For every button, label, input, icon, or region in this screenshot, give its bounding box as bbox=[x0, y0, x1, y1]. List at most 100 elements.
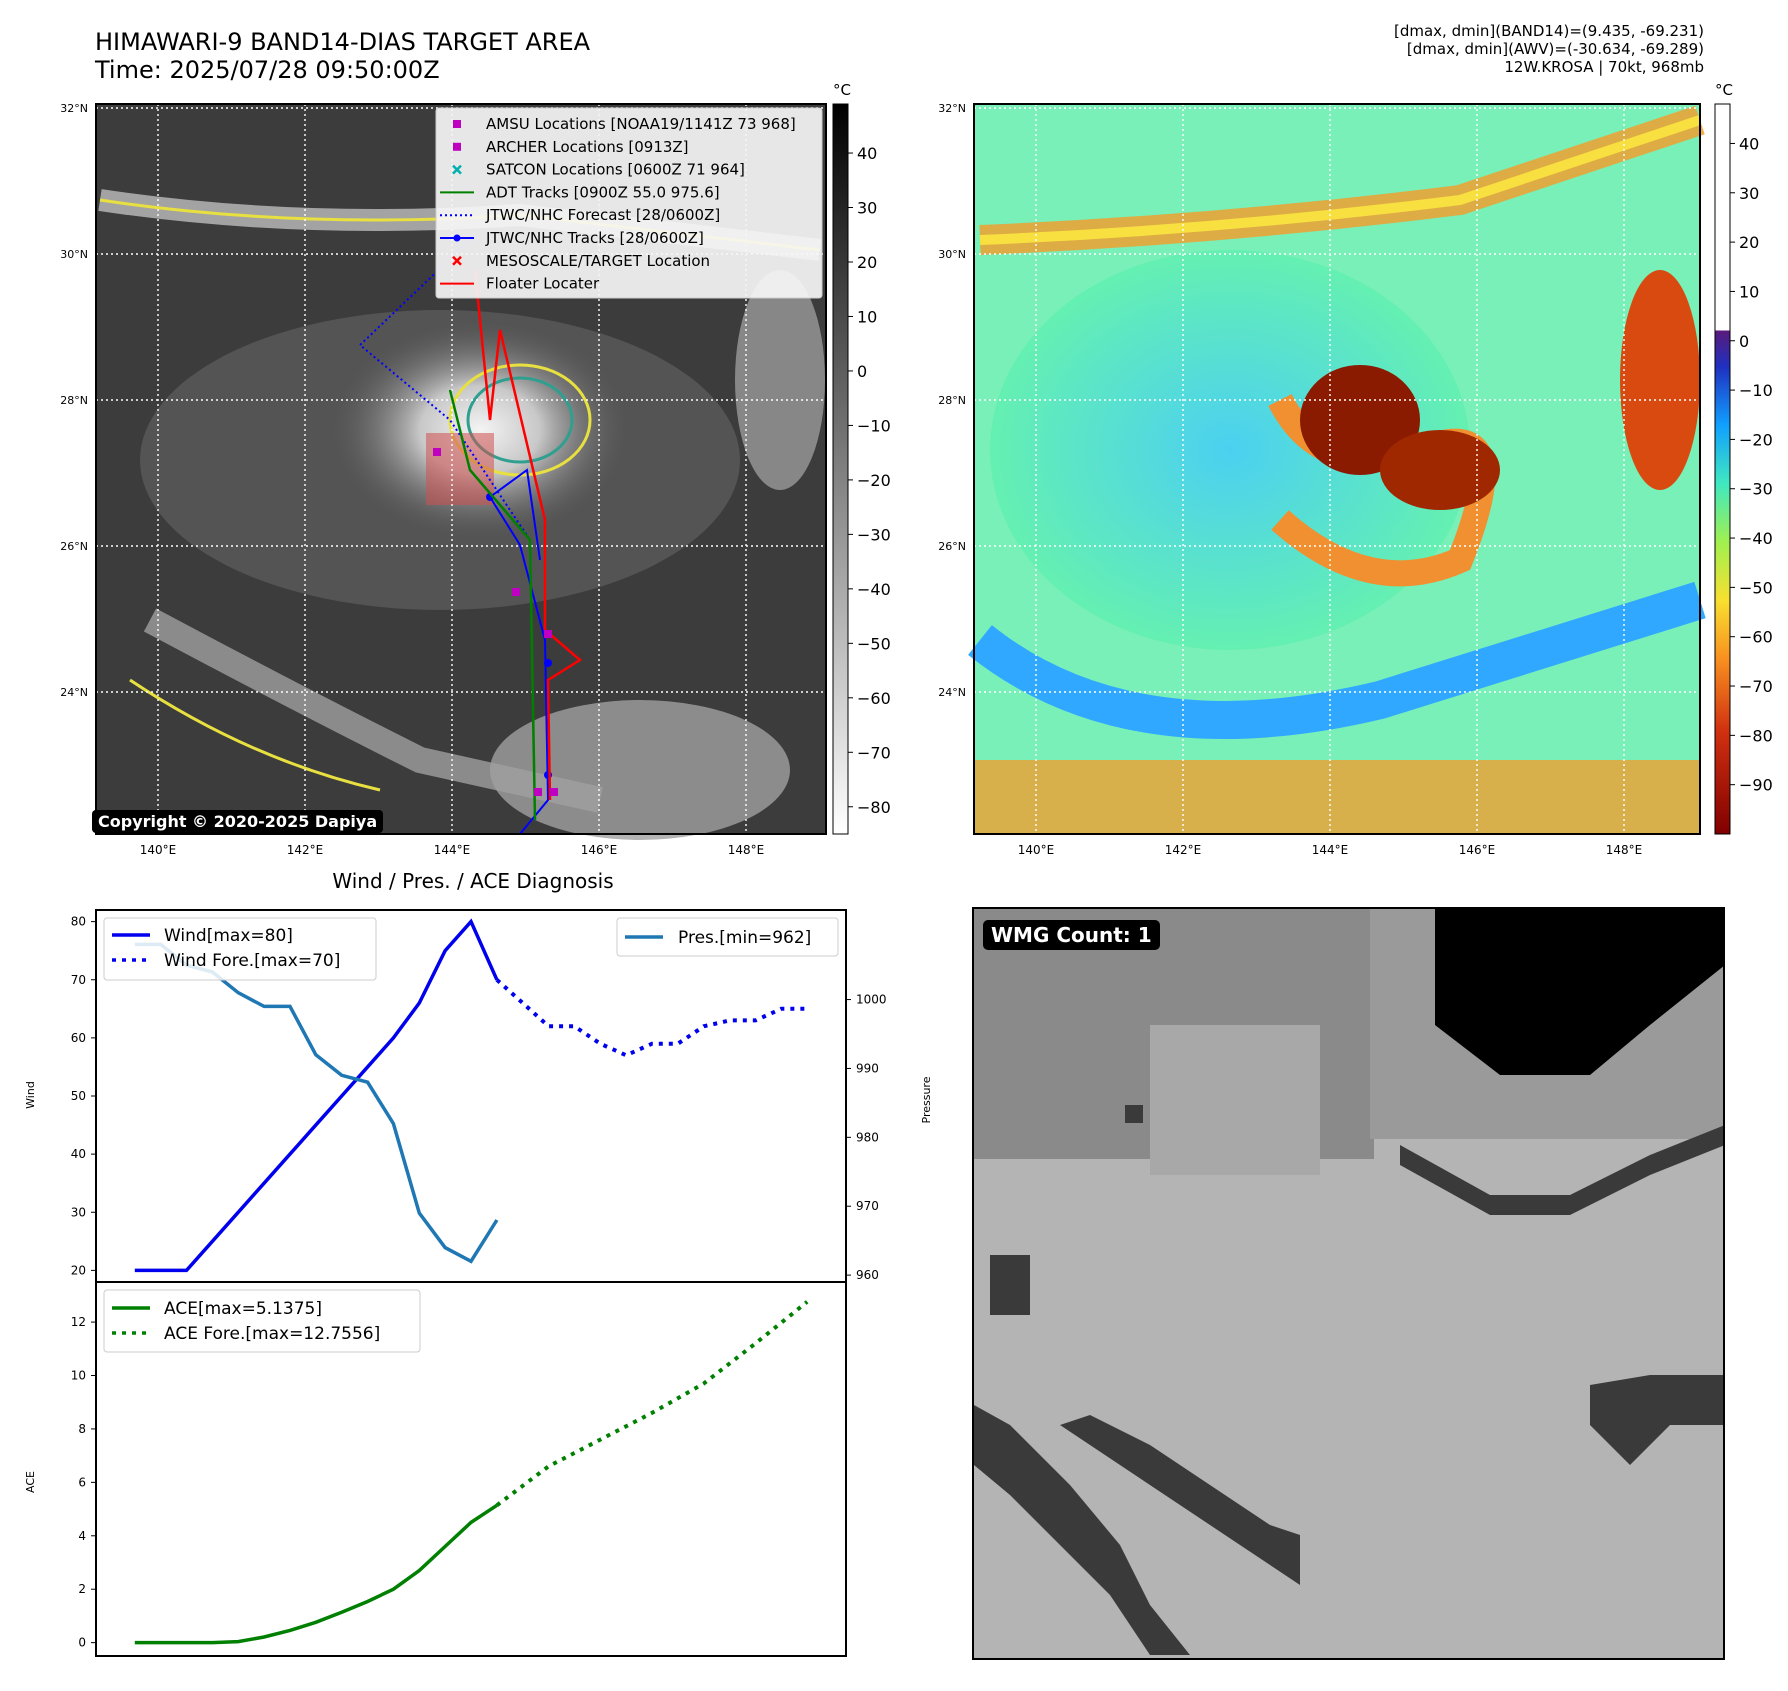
lat-label: 30°N bbox=[938, 248, 966, 261]
lon-label: 144°E bbox=[1312, 843, 1349, 857]
wind-axis-label: Wind bbox=[24, 1081, 37, 1109]
colorbar-tick-label: −80 bbox=[1739, 726, 1773, 745]
copyright-badge: Copyright © 2020-2025 Dapiya bbox=[92, 810, 384, 833]
colorbar-tick-label: 40 bbox=[857, 144, 877, 163]
lon-label: 146°E bbox=[581, 843, 618, 857]
lon-label: 148°E bbox=[1606, 843, 1643, 857]
series-line bbox=[495, 978, 808, 1058]
legend-label: Wind[max=80] bbox=[164, 926, 293, 946]
ir-map-panel: AMSU Locations [NOAA19/1141Z 73 968] ARCH… bbox=[60, 81, 891, 857]
colorbar-tick-label: −30 bbox=[857, 525, 891, 544]
pressure-tick-label: 960 bbox=[856, 1268, 879, 1282]
colorbar-tick-label: −40 bbox=[857, 580, 891, 599]
wind-tick-label: 50 bbox=[71, 1089, 86, 1103]
lon-label: 140°E bbox=[1018, 843, 1055, 857]
legend-label: JTWC/NHC Tracks [28/0600Z] bbox=[485, 229, 704, 247]
info-line-2: [dmax, dmin](AWV)=(-30.634, -69.289) bbox=[1406, 40, 1704, 58]
colorbar-tick-label: −10 bbox=[1739, 381, 1773, 400]
pressure-tick-label: 970 bbox=[856, 1199, 879, 1213]
awv-lon-labels: 140°E 142°E 144°E 146°E 148°E bbox=[1018, 843, 1643, 857]
awv-image bbox=[968, 104, 1706, 834]
ir-colorbar-unit: °C bbox=[833, 81, 851, 99]
legend-label: ADT Tracks [0900Z 55.0 975.6] bbox=[486, 183, 720, 201]
lat-label: 28°N bbox=[938, 394, 966, 407]
storm-info: [dmax, dmin](BAND14)=(9.435, -69.231) [d… bbox=[1394, 22, 1704, 76]
ace-tick-label: 8 bbox=[78, 1422, 86, 1436]
lon-labels: 140°E 142°E 144°E 146°E 148°E bbox=[140, 843, 765, 857]
colorbar-tick-label: −20 bbox=[1739, 430, 1773, 449]
ir-map-frame bbox=[95, 103, 827, 835]
ace-tick-label: 4 bbox=[78, 1529, 86, 1543]
lon-label: 146°E bbox=[1459, 843, 1496, 857]
lat-label: 32°N bbox=[60, 102, 88, 115]
colorbar-tick-label: −30 bbox=[1739, 480, 1773, 499]
map-legend: AMSU Locations [NOAA19/1141Z 73 968] ARCH… bbox=[435, 107, 823, 299]
colorbar-tick-label: −70 bbox=[1739, 677, 1773, 696]
series-line bbox=[495, 1300, 809, 1507]
lon-label: 140°E bbox=[140, 843, 177, 857]
legend-marker-square bbox=[453, 120, 461, 128]
legend-label: JTWC/NHC Forecast [28/0600Z] bbox=[485, 206, 720, 224]
series-line bbox=[134, 918, 499, 1273]
colorbar-tick-label: −70 bbox=[857, 743, 891, 762]
info-line-3: 12W.KROSA | 70kt, 968mb bbox=[1504, 58, 1704, 76]
legend-label: Wind Fore.[max=70] bbox=[164, 951, 340, 971]
chart-title: Wind / Pres. / ACE Diagnosis bbox=[332, 869, 613, 893]
colorbar-tick-label: −20 bbox=[857, 471, 891, 490]
legend-marker-x bbox=[452, 164, 462, 175]
legend-marker-dot bbox=[453, 234, 461, 242]
wind-tick-label: 60 bbox=[71, 1031, 86, 1045]
awv-gridlines bbox=[974, 104, 1700, 834]
legend-marker-x bbox=[452, 255, 462, 266]
wind-tick-label: 80 bbox=[71, 915, 86, 929]
title-line-1: HIMAWARI-9 BAND14-DIAS TARGET AREA bbox=[95, 28, 591, 56]
wmg-frame bbox=[972, 907, 1725, 1660]
colorbar-tick-label: 10 bbox=[1739, 282, 1759, 301]
colorbar-tick-label: 10 bbox=[857, 307, 877, 326]
pressure-legend: Pres.[min=962] bbox=[616, 917, 839, 957]
ace-tick-label: 2 bbox=[78, 1582, 86, 1596]
colorbar-tick-label: −60 bbox=[857, 689, 891, 708]
legend-label: ACE Fore.[max=12.7556] bbox=[164, 1324, 380, 1344]
wind-tick-label: 70 bbox=[71, 973, 86, 987]
lat-label: 30°N bbox=[60, 248, 88, 261]
info-line-1: [dmax, dmin](BAND14)=(9.435, -69.231) bbox=[1393, 22, 1704, 40]
legend-label: AMSU Locations [NOAA19/1141Z 73 968] bbox=[486, 115, 796, 133]
ace-tick-label: 12 bbox=[71, 1315, 86, 1329]
lon-label: 142°E bbox=[287, 843, 324, 857]
figure-title: HIMAWARI-9 BAND14-DIAS TARGET AREA Time:… bbox=[95, 28, 590, 84]
lat-labels: 32°N 30°N 28°N 26°N 24°N bbox=[60, 102, 88, 699]
diagnosis-chart: Wind / Pres. / ACE Diagnosis 80706050403… bbox=[24, 869, 887, 1657]
lat-label: 26°N bbox=[60, 540, 88, 553]
awv-lat-labels: 32°N 30°N 28°N 26°N 24°N bbox=[938, 102, 966, 699]
ace-tick-label: 6 bbox=[78, 1475, 86, 1489]
ace-axis-label: ACE bbox=[24, 1471, 37, 1493]
pressure-tick-label: 980 bbox=[856, 1130, 879, 1144]
legend-label: ACE[max=5.1375] bbox=[164, 1299, 322, 1319]
pressure-axis-label: Pressure bbox=[920, 1076, 930, 1123]
ir-colorbar: °C 40 30 20 10 0 −10 −20 −30 −40 −50 −60 −70 −80 bbox=[832, 81, 891, 835]
legend-marker-square bbox=[453, 142, 461, 151]
lon-label: 148°E bbox=[728, 843, 765, 857]
legend-label: Floater Locater bbox=[486, 275, 600, 293]
wmg-image bbox=[974, 909, 1725, 1659]
colorbar-tick-label: 20 bbox=[1739, 233, 1759, 252]
colorbar-tick-label: 30 bbox=[1739, 184, 1759, 203]
legend-label: Pres.[min=962] bbox=[678, 928, 811, 948]
wmg-panel bbox=[972, 907, 1725, 1660]
ace-tick-label: 10 bbox=[71, 1369, 86, 1383]
ace-legend: ACE[max=5.1375] ACE Fore.[max=12.7556] bbox=[103, 1289, 421, 1353]
wind-legend: Wind[max=80] Wind Fore.[max=70] bbox=[103, 917, 377, 981]
colorbar-tick-label: −40 bbox=[1739, 529, 1773, 548]
lat-label: 24°N bbox=[938, 686, 966, 699]
colorbar-tick-label: 0 bbox=[857, 362, 867, 381]
colorbar-tick-label: 40 bbox=[1739, 134, 1759, 153]
colorbar-tick-label: 20 bbox=[857, 253, 877, 272]
title-line-2: Time: 2025/07/28 09:50:00Z bbox=[95, 56, 440, 84]
colorbar-tick-label: −60 bbox=[1739, 628, 1773, 647]
wind-tick-label: 20 bbox=[71, 1263, 86, 1277]
pressure-axis-label-holder: Pressure bbox=[920, 1076, 930, 1123]
lat-label: 24°N bbox=[60, 686, 88, 699]
colorbar-tick-label: −50 bbox=[857, 634, 891, 653]
lat-label: 32°N bbox=[938, 102, 966, 115]
